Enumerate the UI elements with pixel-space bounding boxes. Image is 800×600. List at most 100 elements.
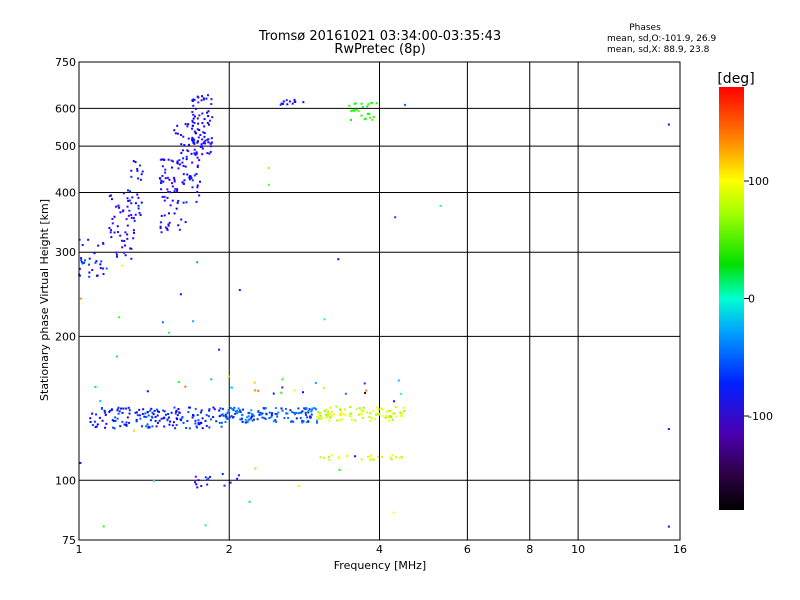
data-point — [206, 478, 209, 481]
data-point — [204, 476, 207, 479]
data-point — [388, 409, 391, 412]
data-point — [126, 197, 129, 200]
data-point — [176, 124, 179, 127]
data-point — [206, 152, 209, 155]
data-point — [295, 411, 298, 414]
data-point — [201, 145, 204, 148]
y-tick-label: 75 — [62, 534, 76, 547]
data-point — [213, 408, 216, 411]
data-point — [81, 262, 84, 265]
data-point — [270, 414, 273, 417]
data-point — [103, 409, 106, 412]
data-point — [303, 407, 306, 410]
data-point — [313, 407, 316, 410]
data-point — [257, 389, 260, 392]
data-point — [291, 420, 294, 423]
data-point — [88, 275, 91, 278]
data-point — [137, 204, 140, 207]
data-point — [95, 413, 98, 416]
data-point — [307, 411, 310, 414]
data-point — [277, 411, 280, 414]
data-point — [102, 525, 105, 528]
data-point — [318, 417, 321, 420]
data-point — [111, 419, 114, 422]
data-point — [207, 415, 210, 418]
data-point — [275, 413, 278, 416]
data-point — [135, 420, 138, 423]
data-point — [320, 417, 323, 420]
data-point — [166, 188, 169, 191]
data-point — [176, 188, 179, 191]
data-point — [250, 413, 253, 416]
data-point — [329, 413, 332, 416]
data-point — [167, 212, 170, 215]
data-point — [91, 269, 94, 272]
data-point — [81, 243, 84, 246]
data-point — [183, 179, 186, 182]
data-point — [210, 378, 213, 381]
data-point — [293, 411, 296, 414]
data-point — [391, 418, 394, 421]
data-point — [297, 485, 300, 488]
data-point — [354, 455, 357, 458]
data-point — [109, 231, 112, 234]
data-point — [308, 408, 311, 411]
plot-frame — [78, 61, 681, 541]
stats-heading: Phases — [629, 23, 661, 33]
data-point — [188, 178, 191, 181]
data-point — [199, 411, 202, 414]
data-point — [207, 123, 210, 126]
data-point — [124, 231, 127, 234]
data-point — [353, 109, 356, 112]
data-point — [367, 455, 370, 458]
data-point — [316, 415, 319, 418]
data-point — [195, 151, 198, 154]
data-point — [394, 216, 397, 219]
data-point — [247, 412, 250, 415]
data-point — [185, 155, 188, 158]
data-point — [138, 408, 141, 411]
data-point — [124, 244, 127, 247]
data-point — [137, 196, 140, 199]
data-point — [134, 411, 137, 414]
data-point — [276, 415, 279, 418]
data-point — [118, 316, 121, 319]
data-point — [116, 225, 119, 228]
data-point — [310, 413, 313, 416]
data-point — [297, 407, 300, 410]
data-point — [184, 165, 187, 168]
data-point — [205, 97, 208, 100]
data-point — [330, 454, 333, 457]
data-point — [301, 419, 304, 422]
data-point — [227, 375, 230, 378]
data-point — [89, 420, 92, 423]
data-point — [98, 416, 101, 419]
data-point — [177, 381, 180, 384]
data-point — [200, 99, 203, 102]
data-point — [176, 132, 179, 135]
data-point — [111, 222, 114, 225]
x-tick-labels: 1 2 4 6 8 10 16 — [76, 543, 688, 556]
data-point — [311, 407, 314, 410]
data-point — [335, 405, 338, 408]
data-point — [236, 412, 239, 415]
data-point — [389, 415, 392, 418]
data-point — [391, 454, 394, 457]
data-point — [328, 419, 331, 422]
data-point — [135, 411, 138, 414]
data-point — [220, 425, 223, 428]
data-point — [192, 98, 195, 101]
data-point — [394, 406, 397, 409]
data-point — [337, 258, 340, 261]
data-point — [361, 105, 364, 108]
data-point — [389, 456, 392, 459]
data-point — [221, 413, 224, 416]
data-point — [360, 114, 363, 117]
data-point — [337, 457, 340, 460]
data-point — [94, 385, 97, 388]
data-point — [202, 131, 205, 134]
data-point — [196, 156, 199, 159]
data-point — [279, 103, 282, 106]
data-point — [384, 416, 387, 419]
data-point — [244, 418, 247, 421]
